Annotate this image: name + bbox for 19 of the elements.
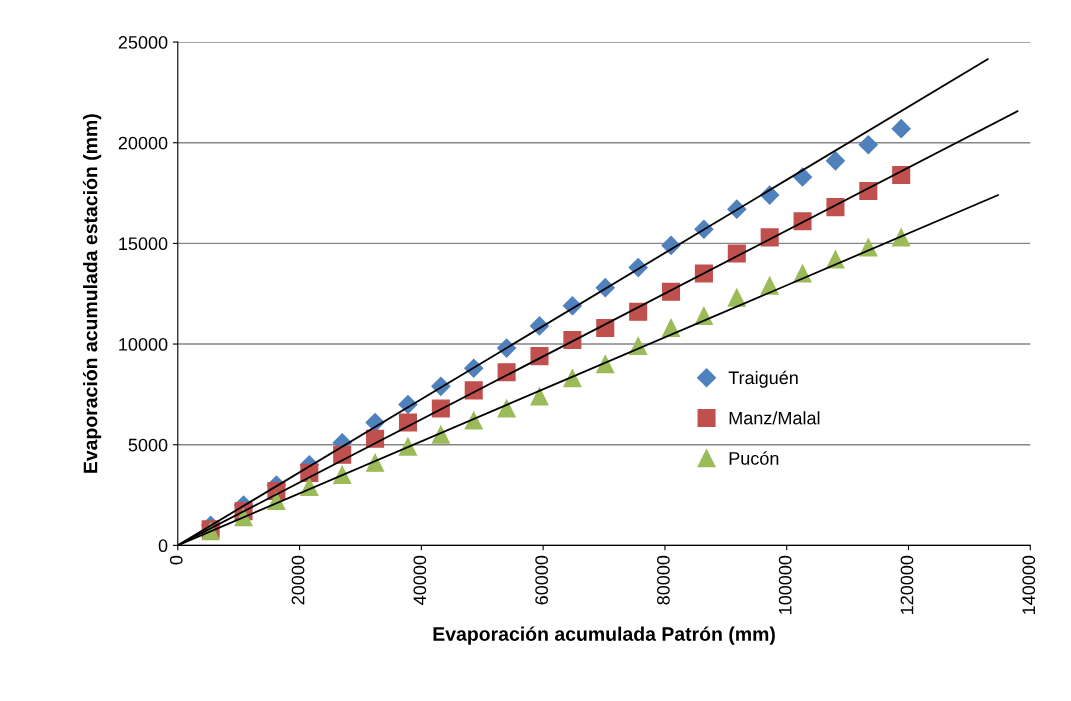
legend-label: Manz/Malal [729,411,820,425]
y-tick-label: 5000 [128,438,168,452]
x-axis-title: Evaporación acumulada Patrón (mm) [433,626,775,645]
x-tick-label: 0 [169,555,183,565]
y-tick-label: 10000 [119,337,168,351]
x-tick-label: 100000 [778,555,792,614]
x-tick-label: 120000 [900,555,914,614]
x-tick-label: 20000 [291,555,305,605]
x-tick-label: 60000 [535,555,548,605]
y-tick-label: 15000 [119,237,168,251]
y-tick-label: 25000 [118,35,168,49]
y-axis-title: Evaporación acumulada estación (mm) [82,114,102,473]
x-tick-label: 40000 [413,555,427,605]
x-tick-label: 80000 [657,555,670,605]
y-tick-label: 0 [158,539,168,553]
x-tick-label: 140000 [1022,555,1036,614]
legend-label: Traiguén [728,370,798,388]
legend-label: Pucón [729,451,779,465]
y-tick-label: 20000 [118,136,168,150]
